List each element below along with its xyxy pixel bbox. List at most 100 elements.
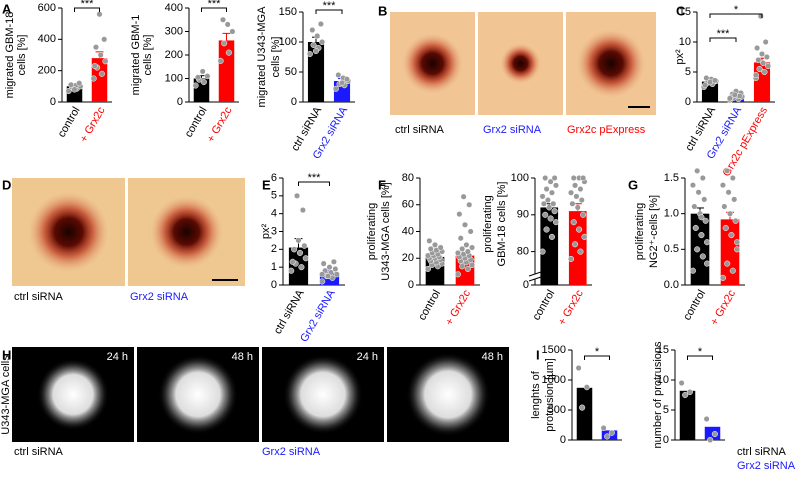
data-point: [572, 182, 579, 189]
data-point: [761, 68, 768, 76]
significance-label: ***: [308, 172, 322, 184]
data-point: [424, 265, 431, 273]
cell-spheroid: [150, 196, 223, 268]
data-point: [731, 91, 738, 98]
data-point: [765, 62, 772, 70]
data-point: [758, 50, 766, 58]
image-caption: ctrl siRNA: [14, 446, 64, 458]
data-point: [729, 174, 736, 182]
data-point: [551, 208, 558, 215]
y-tick-label: 100: [511, 172, 529, 184]
data-point: [570, 174, 577, 182]
data-point: [464, 248, 471, 255]
cell-spheroid: [37, 358, 109, 431]
time-label: 24 h: [107, 351, 128, 363]
data-point: [332, 265, 339, 273]
y-axis-label: migrated GBM-18: [4, 12, 16, 99]
y-tick-label: 0.5: [664, 243, 679, 255]
data-point: [71, 86, 78, 93]
data-point: [726, 95, 733, 102]
data-point: [578, 197, 585, 204]
data-point: [577, 248, 584, 255]
data-point: [310, 41, 317, 49]
data-point: [569, 200, 576, 207]
data-point: [296, 249, 304, 256]
cell-spheroid: [28, 192, 109, 272]
y-tick-label: 15: [657, 344, 669, 356]
y-axis-label: migrated GBM-1: [130, 15, 142, 96]
bar: [568, 211, 587, 285]
y-axis-label: proliferating: [482, 195, 494, 252]
y-tick-label: 0.0: [664, 279, 679, 291]
data-point: [583, 384, 590, 391]
data-point: [572, 241, 579, 248]
data-point: [543, 185, 550, 193]
data-point: [686, 388, 693, 396]
data-point: [762, 38, 769, 46]
data-point: [542, 174, 549, 182]
data-point: [332, 85, 339, 92]
data-point: [319, 271, 326, 278]
data-point: [326, 264, 333, 271]
significance-bracket: [315, 9, 343, 14]
data-point: [725, 189, 732, 196]
y-tick-label: 300: [165, 25, 183, 37]
data-point: [306, 50, 313, 58]
bar: [679, 390, 696, 440]
data-point: [581, 233, 588, 240]
y-tick-label: 0: [523, 279, 529, 291]
y-axis-label: proliferating: [634, 203, 646, 260]
y-tick-label: 0: [177, 96, 183, 108]
data-point: [703, 415, 710, 423]
y-tick-label: 5: [663, 404, 669, 416]
data-point: [570, 219, 577, 226]
panel-letter: I: [536, 347, 540, 362]
data-point: [461, 221, 469, 228]
data-point: [755, 56, 762, 64]
data-point: [92, 44, 100, 51]
bar: [576, 387, 593, 440]
x-tick-label: control: [530, 288, 557, 323]
data-point: [338, 79, 346, 86]
image-caption: ctrl siRNA: [14, 291, 64, 303]
y-tick-label: 6: [271, 172, 277, 184]
data-point: [194, 74, 202, 81]
y-tick-label: 10: [657, 374, 669, 386]
data-point: [695, 189, 702, 196]
data-point: [67, 81, 75, 88]
data-point: [76, 80, 83, 87]
y-tick-label: 400: [165, 2, 183, 14]
y-tick-label: 90: [517, 209, 529, 221]
data-point: [299, 207, 306, 214]
y-tick-label: 4: [271, 208, 277, 220]
significance-label: ***: [81, 0, 95, 10]
x-tick-label: + Grx2c: [708, 288, 738, 328]
data-point: [301, 242, 308, 249]
data-point: [221, 40, 228, 47]
axis-break-gap: [529, 274, 541, 279]
y-tick-label: 0: [291, 96, 297, 108]
time-label: 48 h: [482, 351, 503, 363]
data-point: [319, 278, 326, 285]
y-axis-label: px²: [674, 49, 686, 65]
data-point: [324, 273, 332, 280]
data-point: [204, 73, 211, 80]
data-point: [454, 249, 461, 256]
y-tick-label: 60: [402, 199, 414, 211]
data-point: [692, 224, 699, 231]
x-tick-label: + Grx2c: [556, 288, 586, 328]
x-tick-label: ctrl siRNA: [272, 287, 307, 336]
data-point: [699, 253, 706, 260]
data-point: [726, 210, 734, 217]
data-point: [98, 70, 105, 77]
data-point: [547, 215, 554, 222]
data-point: [427, 245, 434, 252]
data-point: [760, 59, 767, 67]
panel-letter: D: [2, 177, 11, 192]
y-tick-label: 200: [165, 49, 183, 61]
data-point: [702, 217, 709, 224]
data-point: [694, 167, 701, 174]
y-tick-label: 1: [271, 261, 277, 273]
image-caption: Grx2 siRNA: [483, 124, 542, 136]
